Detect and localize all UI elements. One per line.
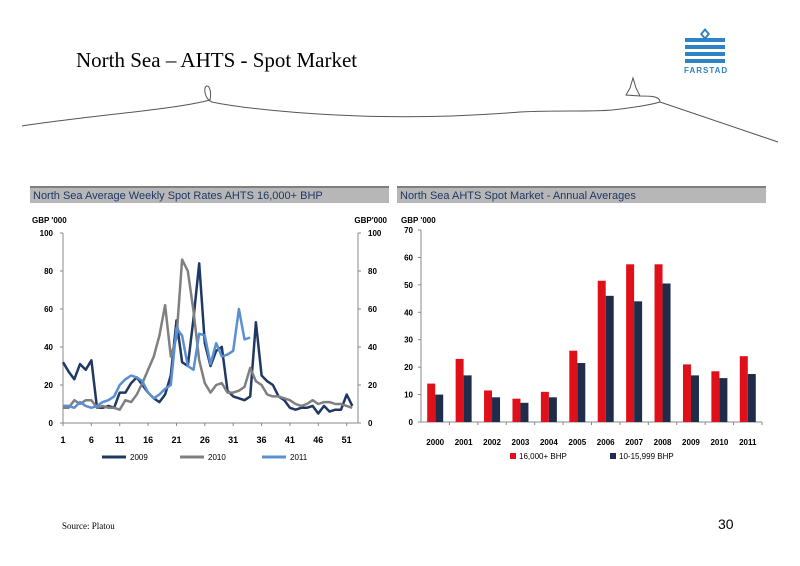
bar-2010-16,000+ BHP — [711, 371, 720, 422]
series-line-2010 — [63, 258, 353, 411]
y-axis-label: GBP '000 — [401, 216, 436, 225]
y-tick-label: 20 — [404, 363, 413, 372]
x-tick-label: 26 — [200, 435, 210, 445]
y-axis-label-left: GBP '000 — [32, 216, 67, 225]
weekly-spot-rates-chart: GBP '000 GBP'000 0 0 20 20 40 40 60 60 80 80 100 100 1… — [32, 216, 388, 462]
bar-2001-16,000+ BHP — [455, 358, 464, 422]
x-tick-label: 11 — [115, 435, 125, 445]
x-tick-label: 2008 — [654, 438, 672, 447]
bar-2004-16,000+ BHP — [540, 391, 549, 422]
y-tick-label: 70 — [404, 226, 413, 235]
legend-label-2009: 2009 — [130, 453, 148, 462]
x-tick-label: 2001 — [455, 438, 473, 447]
y-tick-label-left: 20 — [44, 381, 53, 390]
y-tick-label-right: 100 — [368, 229, 382, 238]
x-tick-label: 2004 — [540, 438, 558, 447]
y-tick-label: 0 — [409, 418, 414, 427]
y-tick-label-right: 80 — [368, 267, 377, 276]
bar-2007-16,000+ BHP — [626, 264, 635, 422]
legend-swatch-16,000+ BHP — [510, 453, 516, 459]
bar-2003-10-15,999 BHP — [520, 402, 529, 422]
y-tick-label-right: 20 — [368, 381, 377, 390]
bar-2010-10-15,999 BHP — [719, 378, 728, 422]
bar-2006-10-15,999 BHP — [605, 295, 614, 422]
bar-2009-16,000+ BHP — [682, 364, 691, 422]
x-tick-label: 16 — [143, 435, 153, 445]
y-tick-label-right: 40 — [368, 343, 377, 352]
bar-2002-16,000+ BHP — [484, 390, 493, 422]
logo-text: FARSTAD — [684, 66, 729, 75]
decorative-wave-boat-icon — [21, 76, 779, 143]
slide-title: North Sea – AHTS - Spot Market — [76, 48, 358, 72]
bar-2007-10-15,999 BHP — [634, 301, 643, 422]
annual-averages-chart: GBP '000 0 10 20 30 40 50 60 70 2000 2001 2002 2003 2… — [401, 216, 763, 461]
x-tick-label: 36 — [257, 435, 267, 445]
y-tick-label: 10 — [404, 391, 413, 400]
farstad-logo-icon — [685, 28, 725, 63]
x-tick-label: 31 — [228, 435, 238, 445]
y-tick-label-left: 100 — [40, 229, 54, 238]
y-tick-label-left: 80 — [44, 267, 53, 276]
y-tick-label: 50 — [404, 281, 413, 290]
x-tick-label: 51 — [342, 435, 352, 445]
x-tick-label: 41 — [285, 435, 295, 445]
x-tick-label: 2009 — [682, 438, 700, 447]
x-tick-label: 2011 — [739, 438, 757, 447]
x-tick-label: 46 — [313, 435, 323, 445]
y-tick-label-left: 0 — [49, 419, 54, 428]
bar-2005-10-15,999 BHP — [577, 363, 586, 422]
bar-2000-10-15,999 BHP — [435, 394, 444, 422]
bar-2005-16,000+ BHP — [569, 350, 578, 422]
bar-2009-10-15,999 BHP — [690, 375, 699, 422]
y-axis-label-right: GBP'000 — [354, 216, 387, 225]
bar-2000-16,000+ BHP — [427, 383, 436, 422]
legend-label-2011: 2011 — [290, 453, 308, 462]
bar-2004-10-15,999 BHP — [548, 397, 557, 422]
x-tick-label: 2000 — [426, 438, 444, 447]
bar-2008-10-15,999 BHP — [662, 283, 671, 422]
y-tick-label-left: 40 — [44, 343, 53, 352]
x-tick-label: 1 — [60, 435, 65, 445]
x-tick-label: 2005 — [568, 438, 586, 447]
bar-2002-10-15,999 BHP — [492, 397, 501, 422]
x-tick-label: 2002 — [483, 438, 501, 447]
x-tick-label: 2006 — [597, 438, 615, 447]
bar-2008-16,000+ BHP — [654, 264, 663, 422]
bar-2006-16,000+ BHP — [597, 280, 606, 422]
x-tick-label: 2007 — [625, 438, 643, 447]
bar-2001-10-15,999 BHP — [463, 375, 472, 422]
legend-label-10-15,999 BHP: 10-15,999 BHP — [619, 452, 674, 461]
source-note: Source: Platou — [62, 521, 115, 531]
bar-chart-header: North Sea AHTS Spot Market - Annual Aver… — [397, 186, 766, 203]
y-tick-label: 60 — [404, 253, 413, 262]
legend-label-2010: 2010 — [208, 453, 226, 462]
legend-label-16,000+ BHP: 16,000+ BHP — [519, 452, 567, 461]
x-tick-label: 2010 — [710, 438, 728, 447]
bar-2003-16,000+ BHP — [512, 398, 521, 422]
y-tick-label-left: 60 — [44, 305, 53, 314]
x-tick-label: 2003 — [512, 438, 530, 447]
bar-2011-16,000+ BHP — [739, 356, 748, 422]
series-line-2009 — [61, 262, 354, 415]
line-chart-header: North Sea Average Weekly Spot Rates AHTS… — [30, 186, 389, 203]
y-tick-label-right: 60 — [368, 305, 377, 314]
bar-2011-10-15,999 BHP — [747, 374, 756, 422]
page-number: 30 — [718, 516, 734, 532]
y-tick-label: 40 — [404, 308, 413, 317]
series-line-2011 — [63, 307, 251, 410]
x-tick-label: 21 — [171, 435, 181, 445]
x-tick-label: 6 — [89, 435, 94, 445]
y-tick-label: 30 — [404, 336, 413, 345]
legend-swatch-10-15,999 BHP — [610, 453, 616, 459]
y-tick-label-right: 0 — [368, 419, 373, 428]
